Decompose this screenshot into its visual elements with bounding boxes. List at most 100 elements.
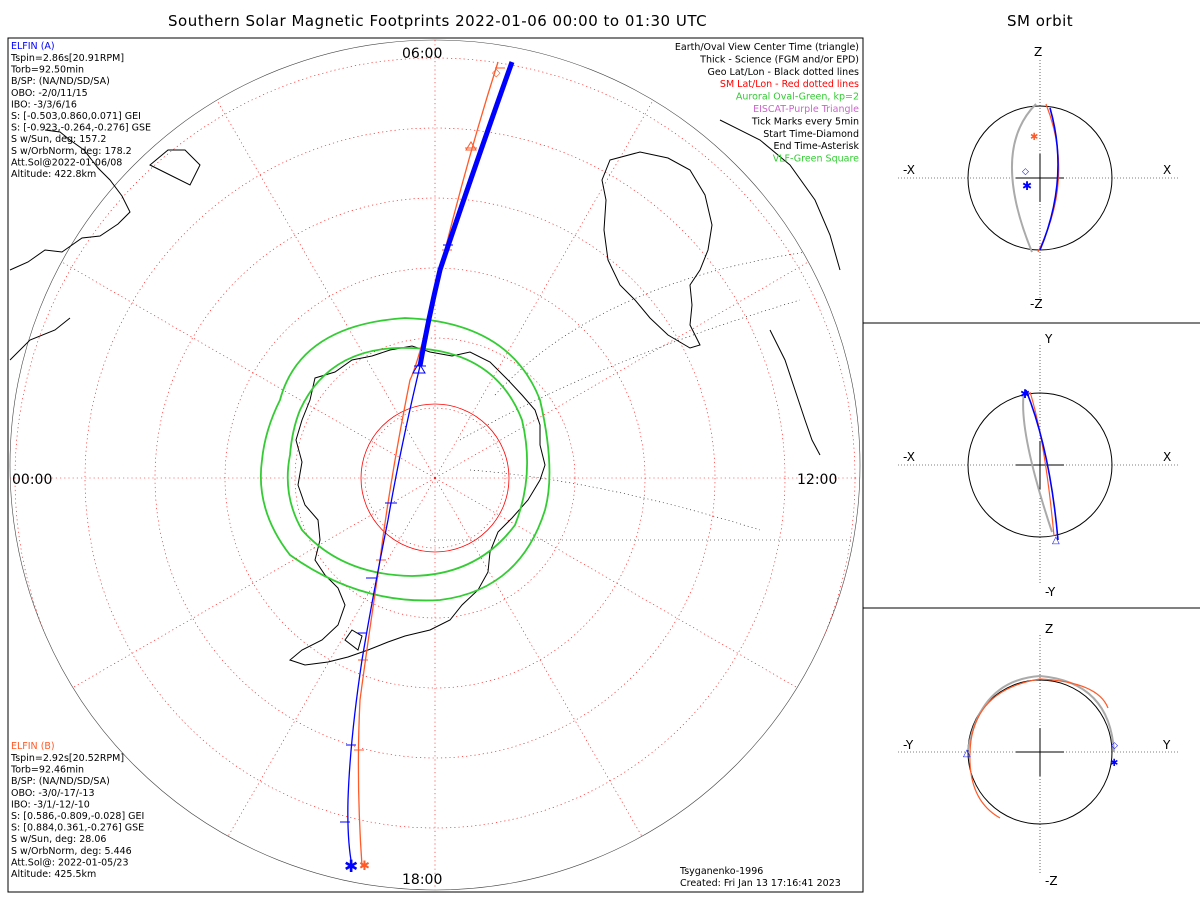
africa-coast <box>149 149 201 186</box>
time-label-06: 06:00 <box>402 46 442 62</box>
elfin-b-info-line: OBO: -3/0/-17/-13 <box>11 788 95 799</box>
geo-meridian <box>459 299 801 441</box>
time-label-12: 12:00 <box>797 472 837 488</box>
elfin-a-info-line: IBO: -3/3/6/16 <box>11 99 77 110</box>
sm-latitude-circle <box>294 337 576 619</box>
legend: Earth/Oval View Center Time (triangle)Th… <box>675 42 860 165</box>
elfin-b-info-line: S w/OrbNorm, deg: 5.446 <box>11 846 132 857</box>
sm-latitude-circle <box>84 127 786 829</box>
orbit-end-asterisk: ✱ <box>1022 179 1032 193</box>
legend-item: EISCAT-Purple Triangle <box>753 104 859 115</box>
elfin-a-end-asterisk: ✱ <box>344 857 358 877</box>
axis-left: -Y <box>903 738 914 752</box>
elfin-a-info-line: S: [-0.503,0.860,0.071] GEI <box>11 111 141 122</box>
earth-circle <box>967 679 1113 825</box>
elfin-b-center-triangle <box>465 141 477 151</box>
orbit-panels: ✱ ✱ ◇ Z -Z -X X ✱ △ Y -Y <box>863 45 1200 888</box>
auroral-oval-outer <box>259 317 551 602</box>
elfin-a-info-line: S w/OrbNorm, deg: 178.2 <box>11 146 132 157</box>
elfin-b-info-line: Altitude: 425.5km <box>11 869 96 880</box>
axis-right: Y <box>1162 738 1171 752</box>
coastlines <box>9 119 841 666</box>
legend-item: End Time-Asterisk <box>773 141 859 152</box>
elfin-a-info-line: S: [-0.923,-0.264,-0.276] GSE <box>11 123 151 134</box>
orbit-path-gray <box>1022 391 1053 533</box>
orbit-end-asterisk: ✱ <box>1110 758 1118 769</box>
elfin-b-track <box>357 61 499 867</box>
main-title: Southern Solar Magnetic Footprints 2022-… <box>168 12 708 30</box>
elfin-a-footprint <box>347 365 421 867</box>
legend-item: Tick Marks every 5min <box>751 116 859 127</box>
south-america-coast <box>9 129 131 271</box>
legend-item: Start Time-Diamond <box>763 129 859 140</box>
created-label: Created: Fri Jan 13 17:16:41 2023 <box>680 878 841 889</box>
elfin-b-info-line: Att.Sol@: 2022-01-05/23 <box>11 857 129 868</box>
eastern-coast <box>719 119 841 271</box>
antarctica-coast <box>288 345 546 666</box>
elfin-a-info-line: Altitude: 422.8km <box>11 169 96 180</box>
elfin-b-name: ELFIN (B) <box>11 741 55 752</box>
axis-top: Z <box>1034 45 1042 59</box>
elfin-a-science-segment <box>417 61 515 367</box>
auroral-ovals <box>259 317 551 602</box>
orbit-path-b <box>1029 391 1055 537</box>
elfin-a-info-line: S w/Sun, deg: 157.2 <box>11 134 106 145</box>
orbit-start-diamond: ◇ <box>1022 167 1029 177</box>
orbit-end-asterisk: ✱ <box>1020 387 1030 401</box>
elfin-a-info-line: Att.Sol@2022-01-06/08 <box>11 157 122 168</box>
elfin-a-center-triangle <box>412 362 426 374</box>
orbit-path-b-lower <box>969 751 1001 819</box>
legend-item: SM Lat/Lon - Red dotted lines <box>720 79 859 90</box>
time-label-00: 00:00 <box>12 472 52 488</box>
axis-top: Y <box>1044 332 1053 346</box>
sm-pole-circle <box>360 403 510 553</box>
legend-item: Geo Lat/Lon - Black dotted lines <box>707 67 859 78</box>
orbit-path-a <box>1025 389 1059 541</box>
polar-map: ◇ ✱ ✱ <box>9 39 861 891</box>
elfin-b-info-line: S: [0.586,-0.809,-0.028] GEI <box>11 811 144 822</box>
australia-coast <box>601 151 713 349</box>
orbit-path-gray <box>1010 103 1037 253</box>
elfin-a-info-line: OBO: -2/0/11/15 <box>11 88 88 99</box>
axis-left: -X <box>903 163 915 177</box>
orbit-triangle: △ <box>963 748 971 759</box>
elfin-b-lines: Tspin=2.92s[20.52RPM]Torb=92.46minB/SP: … <box>10 753 144 880</box>
elfin-a-info: ELFIN (A) Tspin=2.86s[20.91RPM]Torb=92.5… <box>10 41 151 180</box>
legend-item: Earth/Oval View Center Time (triangle) <box>675 42 859 53</box>
orbit-path-b <box>969 678 1109 753</box>
elfin-a-ticks <box>340 244 453 823</box>
auroral-oval-inner <box>286 347 528 577</box>
orbit-start-asterisk: ✱ <box>1030 132 1038 143</box>
sm-latitude-circle <box>364 407 506 549</box>
elfin-b-ticks <box>354 67 505 751</box>
legend-item: Thick - Science (FGM and/or EPD) <box>699 54 859 65</box>
elfin-a-name: ELFIN (A) <box>11 41 55 52</box>
time-label-18: 18:00 <box>402 872 442 888</box>
geo-grid <box>430 249 860 541</box>
elfin-b-info-line: B/SP: (NA/ND/SD/SA) <box>11 776 110 787</box>
elfin-a-lines: Tspin=2.86s[20.91RPM]Torb=92.50minB/SP: … <box>10 53 151 180</box>
new-zealand-coast <box>769 329 821 456</box>
geo-meridian <box>469 469 761 531</box>
elfin-b-info-line: Torb=92.46min <box>10 765 84 776</box>
earth-circle <box>967 392 1113 538</box>
antarctic-peninsula <box>344 629 363 651</box>
axis-bottom: -Z <box>1045 874 1058 888</box>
map-frame <box>7 37 864 893</box>
elfin-a-info-line: B/SP: (NA/ND/SD/SA) <box>11 76 110 87</box>
elfin-a-track <box>347 61 515 867</box>
geo-meridian <box>494 249 821 396</box>
elfin-b-end-asterisk: ✱ <box>359 859 370 874</box>
elfin-b-start-diamond: ◇ <box>492 66 501 79</box>
orbit-start-diamond: ◇ <box>1111 741 1118 751</box>
legend-item: VLF-Green Square <box>773 154 859 165</box>
orbit-path-a <box>1039 107 1059 251</box>
axis-right: X <box>1163 450 1171 464</box>
elfin-b-info-line: S: [0.884,0.361,-0.276] GSE <box>11 823 144 834</box>
axis-bottom: -Y <box>1045 585 1056 599</box>
elfin-b-info-line: S w/Sun, deg: 28.06 <box>11 834 106 845</box>
orbit-panel-xy: ✱ △ Y -Y -X X <box>898 332 1178 599</box>
elfin-b-info: ELFIN (B) Tspin=2.92s[20.52RPM]Torb=92.4… <box>10 741 144 880</box>
